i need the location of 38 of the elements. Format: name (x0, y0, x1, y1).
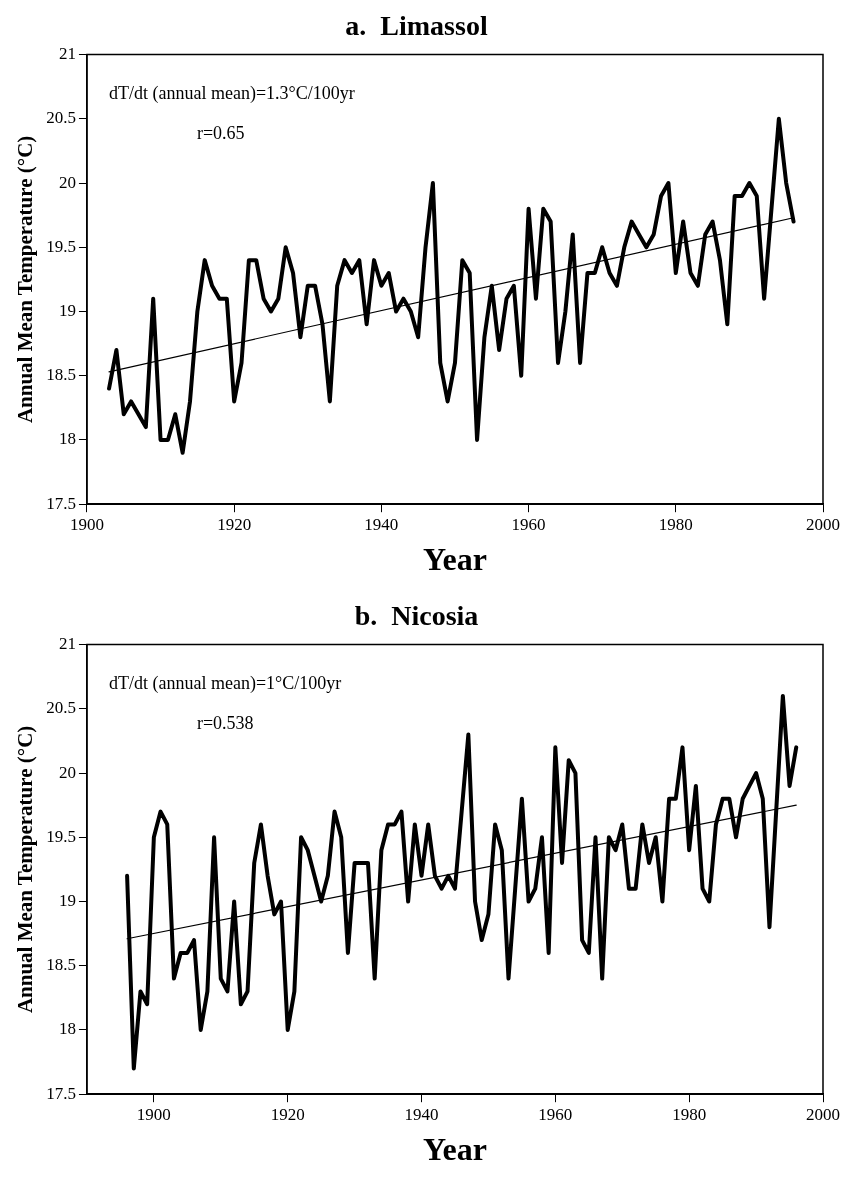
y-tick-label: 17.5 (46, 493, 76, 513)
y-tick-label: 20.5 (46, 108, 76, 128)
x-tick-label: 1980 (658, 514, 693, 534)
y-tick-label: 18 (58, 429, 76, 449)
x-tick-label: 1900 (69, 514, 104, 534)
x-tick-label: 1980 (672, 1104, 707, 1124)
y-tick-label: 18.5 (46, 365, 76, 385)
x-tick-label: 1920 (270, 1104, 305, 1124)
y-tick-label: 19 (58, 890, 76, 910)
annotation: dT/dt (annual mean)=1°C/100yr (108, 673, 342, 695)
y-tick-label: 19 (58, 300, 76, 320)
x-tick-label: 2000 (806, 514, 840, 534)
x-tick-label: 1960 (538, 1104, 573, 1124)
annotation: r=0.538 (196, 713, 254, 734)
y-tick-label: 19.5 (46, 236, 76, 256)
y-axis-title: Annual Mean Temperature (°C) (13, 725, 38, 1014)
annotation: r=0.65 (196, 123, 245, 144)
y-tick-label: 18 (58, 1019, 76, 1039)
y-tick-label: 20 (58, 762, 76, 782)
x-tick-label: 2000 (806, 1104, 840, 1124)
x-axis-title: Year (422, 1131, 487, 1168)
x-tick-label: 1940 (364, 514, 399, 534)
y-tick-label: 18.5 (46, 955, 76, 975)
annotation: dT/dt (annual mean)=1.3°C/100yr (108, 83, 355, 105)
y-tick-label: 17.5 (46, 1083, 76, 1103)
x-tick-label: 1920 (217, 514, 252, 534)
chart-title: a. Limassol (345, 10, 488, 42)
y-tick-label: 21 (58, 634, 76, 654)
y-tick-label: 20.5 (46, 698, 76, 718)
y-tick-label: 21 (58, 44, 76, 64)
y-tick-label: 20 (58, 172, 76, 192)
x-tick-label: 1960 (511, 514, 546, 534)
x-axis-title: Year (422, 541, 487, 578)
x-tick-label: 1940 (404, 1104, 439, 1124)
x-tick-label: 1900 (136, 1104, 171, 1124)
y-axis-title: Annual Mean Temperature (°C) (13, 135, 38, 424)
y-tick-label: 19.5 (46, 826, 76, 846)
chart-title: b. Nicosia (354, 600, 479, 632)
